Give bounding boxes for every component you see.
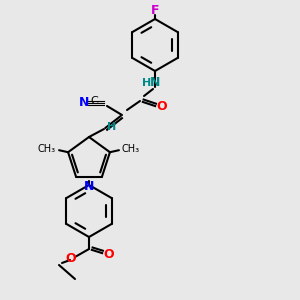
Text: F: F <box>151 4 159 17</box>
Text: O: O <box>157 100 167 113</box>
Text: N: N <box>84 179 94 193</box>
Text: H: H <box>107 122 117 132</box>
Text: O: O <box>66 253 76 266</box>
Text: CH₃: CH₃ <box>122 144 140 154</box>
Text: N: N <box>150 76 160 89</box>
Text: N: N <box>79 97 89 110</box>
Text: O: O <box>104 248 114 262</box>
Text: CH₃: CH₃ <box>38 144 56 154</box>
Text: C: C <box>90 96 98 106</box>
Text: H: H <box>142 78 152 88</box>
